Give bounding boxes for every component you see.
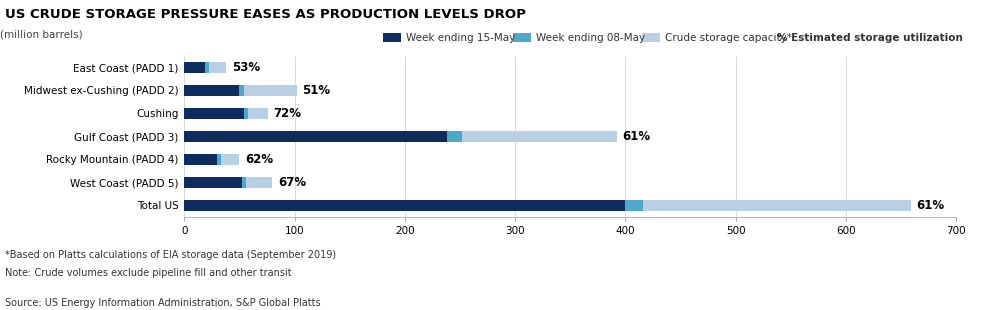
Bar bbox=[184, 200, 911, 211]
Text: (million barrels): (million barrels) bbox=[0, 30, 83, 40]
Bar bbox=[184, 62, 205, 73]
Bar bbox=[184, 108, 244, 119]
Bar bbox=[184, 131, 617, 142]
Text: 61%: 61% bbox=[622, 130, 650, 143]
Bar bbox=[184, 200, 643, 211]
Bar bbox=[184, 62, 208, 73]
Bar bbox=[184, 131, 462, 142]
Bar bbox=[184, 177, 242, 188]
Text: *Based on Platts calculations of EIA storage data (September 2019): *Based on Platts calculations of EIA sto… bbox=[5, 250, 336, 259]
Bar bbox=[184, 62, 226, 73]
Bar bbox=[184, 154, 221, 165]
Text: Source: US Energy Information Administration, S&P Global Platts: Source: US Energy Information Administra… bbox=[5, 298, 321, 308]
Bar bbox=[184, 154, 239, 165]
Bar bbox=[184, 108, 268, 119]
Text: Crude storage capacity*: Crude storage capacity* bbox=[665, 33, 792, 43]
Bar bbox=[184, 177, 246, 188]
Bar bbox=[184, 85, 244, 96]
Bar bbox=[184, 85, 297, 96]
Text: 51%: 51% bbox=[302, 84, 331, 97]
Text: 53%: 53% bbox=[232, 61, 260, 74]
Bar bbox=[184, 154, 217, 165]
Text: % Estimated storage utilization: % Estimated storage utilization bbox=[777, 33, 963, 43]
Bar bbox=[184, 200, 625, 211]
Text: 72%: 72% bbox=[274, 107, 302, 120]
Text: Note: Crude volumes exclude pipeline fill and other transit: Note: Crude volumes exclude pipeline fil… bbox=[5, 268, 292, 277]
Text: Week ending 15-May: Week ending 15-May bbox=[406, 33, 516, 43]
Text: 61%: 61% bbox=[916, 199, 944, 212]
Bar bbox=[184, 108, 248, 119]
Text: US CRUDE STORAGE PRESSURE EASES AS PRODUCTION LEVELS DROP: US CRUDE STORAGE PRESSURE EASES AS PRODU… bbox=[5, 8, 526, 21]
Text: Week ending 08-May: Week ending 08-May bbox=[536, 33, 645, 43]
Text: 62%: 62% bbox=[245, 153, 273, 166]
Bar bbox=[184, 85, 239, 96]
Text: 67%: 67% bbox=[278, 176, 306, 189]
Bar bbox=[184, 177, 273, 188]
Bar bbox=[184, 131, 446, 142]
